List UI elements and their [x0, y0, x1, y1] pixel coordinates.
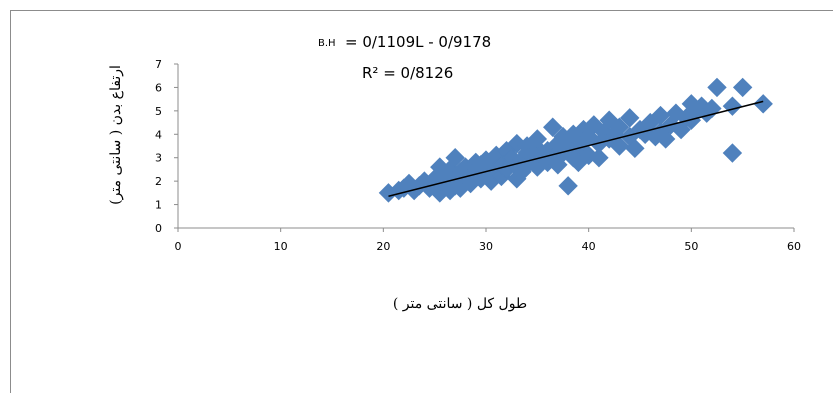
x-axis-title: طول کل ( سانتی متر ) [393, 296, 527, 312]
y-tick-label: 3 [155, 152, 162, 165]
y-tick-label: 4 [155, 128, 162, 141]
x-tick-label: 40 [582, 240, 596, 253]
x-tick-label: 60 [787, 240, 801, 253]
r-squared-label: R² = 0/8126 [362, 64, 453, 82]
y-tick-label: 1 [155, 199, 162, 212]
y-tick-label: 7 [155, 58, 162, 71]
data-point [589, 148, 609, 168]
data-point [584, 115, 604, 135]
x-tick-label: 50 [684, 240, 698, 253]
x-tick-label: 20 [376, 240, 390, 253]
x-tick-label: 10 [274, 240, 288, 253]
data-point [625, 138, 645, 159]
data-point [620, 108, 640, 128]
trendline-equation: = 0/1109L - 0/9178 [345, 33, 491, 51]
x-axis-ticks: 0 10 20 30 40 50 60 [175, 228, 801, 253]
data-point [722, 96, 743, 116]
data-point [609, 136, 630, 156]
data-point [527, 129, 548, 149]
data-point [753, 94, 773, 114]
y-tick-label: 0 [155, 222, 162, 235]
data-points [378, 77, 773, 203]
data-point [732, 77, 753, 98]
data-point [707, 77, 727, 98]
y-tick-label: 6 [155, 81, 162, 94]
data-point [558, 176, 578, 196]
equation-prefix: B.H [318, 38, 336, 49]
x-tick-label: 0 [175, 240, 182, 253]
data-point [599, 110, 619, 130]
y-axis-title: ارتفاع بدن ( سانتی متر) [108, 65, 124, 205]
data-point [722, 143, 743, 163]
y-axis-ticks: 0 1 2 3 4 5 6 7 [155, 58, 178, 235]
chart-frame [10, 10, 833, 393]
y-tick-label: 2 [155, 175, 162, 188]
data-point [543, 117, 563, 137]
data-point [655, 129, 676, 149]
y-tick-label: 5 [155, 105, 162, 118]
x-tick-label: 30 [479, 240, 493, 253]
data-point [609, 117, 630, 137]
data-point [445, 148, 465, 168]
trend-line [388, 100, 764, 197]
